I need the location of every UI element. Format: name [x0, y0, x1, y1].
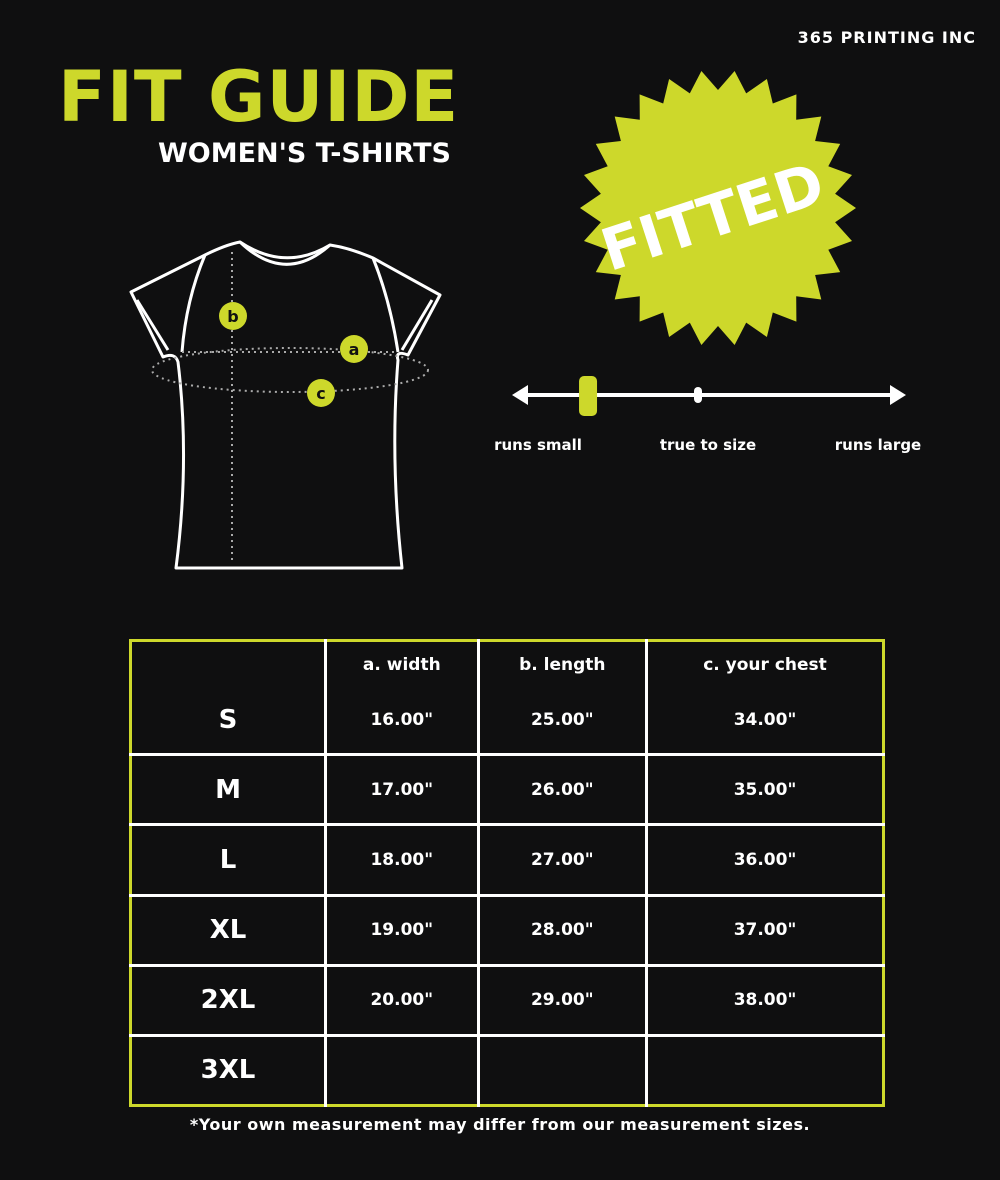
measurement-cell: 19.00": [324, 893, 480, 967]
measurement-cell: [476, 1033, 649, 1106]
size-cell: 3XL: [130, 1033, 327, 1106]
header-cell: a. width: [324, 640, 480, 688]
size-cell: M: [130, 753, 327, 827]
measurement-cell: 28.00": [476, 893, 649, 967]
page-subtitle: WOMEN'S T-SHIRTS: [158, 138, 451, 169]
header-cell: b. length: [476, 640, 649, 688]
measurement-cell: 26.00": [476, 753, 649, 827]
illustrations: b a c FITTED: [129, 71, 906, 570]
marker-c: c: [307, 379, 335, 407]
footnote: *Your own measurement may differ from ou…: [189, 1115, 811, 1134]
size-cell: S: [130, 687, 327, 757]
size-table: a. width b. length c. your chest S 16.00"…: [129, 639, 885, 1107]
marker-a: a: [340, 335, 368, 363]
size-cell: XL: [130, 893, 327, 967]
table-row: S 16.00" 25.00" 34.00": [130, 687, 884, 757]
label-runs-large: runs large: [834, 436, 922, 454]
table-row: XL 19.00" 28.00" 37.00": [130, 893, 884, 967]
tshirt-diagram: [129, 240, 442, 570]
page-title: FIT GUIDE: [58, 56, 460, 138]
fitted-badge: [580, 71, 856, 345]
label-true-to-size: true to size: [659, 436, 757, 454]
measurement-cell: 37.00": [645, 893, 884, 967]
svg-text:b: b: [227, 307, 238, 326]
measurement-cell: 25.00": [476, 687, 649, 757]
measurement-cell: [324, 1033, 480, 1106]
size-cell: 2XL: [130, 963, 327, 1037]
measurement-cell: 27.00": [476, 823, 649, 897]
measurement-cell: [645, 1033, 884, 1106]
arrow-left-icon: [512, 385, 528, 405]
table-row: M 17.00" 26.00" 35.00": [130, 753, 884, 827]
svg-text:a: a: [349, 340, 360, 359]
label-runs-small: runs small: [494, 436, 582, 454]
table-row: 2XL 20.00" 29.00" 38.00": [130, 963, 884, 1037]
table-row: 3XL: [130, 1033, 884, 1106]
measurement-cell: 16.00": [324, 687, 480, 757]
measurement-cell: 36.00": [645, 823, 884, 897]
measurement-cell: 34.00": [645, 687, 884, 757]
arrow-right-icon: [890, 385, 906, 405]
header-cell: c. your chest: [645, 640, 884, 688]
measurement-cell: 29.00": [476, 963, 649, 1037]
svg-text:c: c: [316, 384, 325, 403]
table-row: L 18.00" 27.00" 36.00": [130, 823, 884, 897]
marker-b: b: [219, 302, 247, 330]
true-to-size-tick: [694, 387, 702, 403]
measurement-cell: 17.00": [324, 753, 480, 827]
measurement-cell: 18.00": [324, 823, 480, 897]
fit-indicator: [579, 376, 598, 416]
measurement-cell: 20.00": [324, 963, 480, 1037]
brand-name: 365 PRINTING INC: [797, 28, 976, 47]
header-cell: [130, 640, 327, 688]
fit-scale: [512, 376, 906, 416]
measurement-cell: 35.00": [645, 753, 884, 827]
table-header: a. width b. length c. your chest: [130, 640, 884, 688]
size-cell: L: [130, 823, 327, 897]
measurement-cell: 38.00": [645, 963, 884, 1037]
